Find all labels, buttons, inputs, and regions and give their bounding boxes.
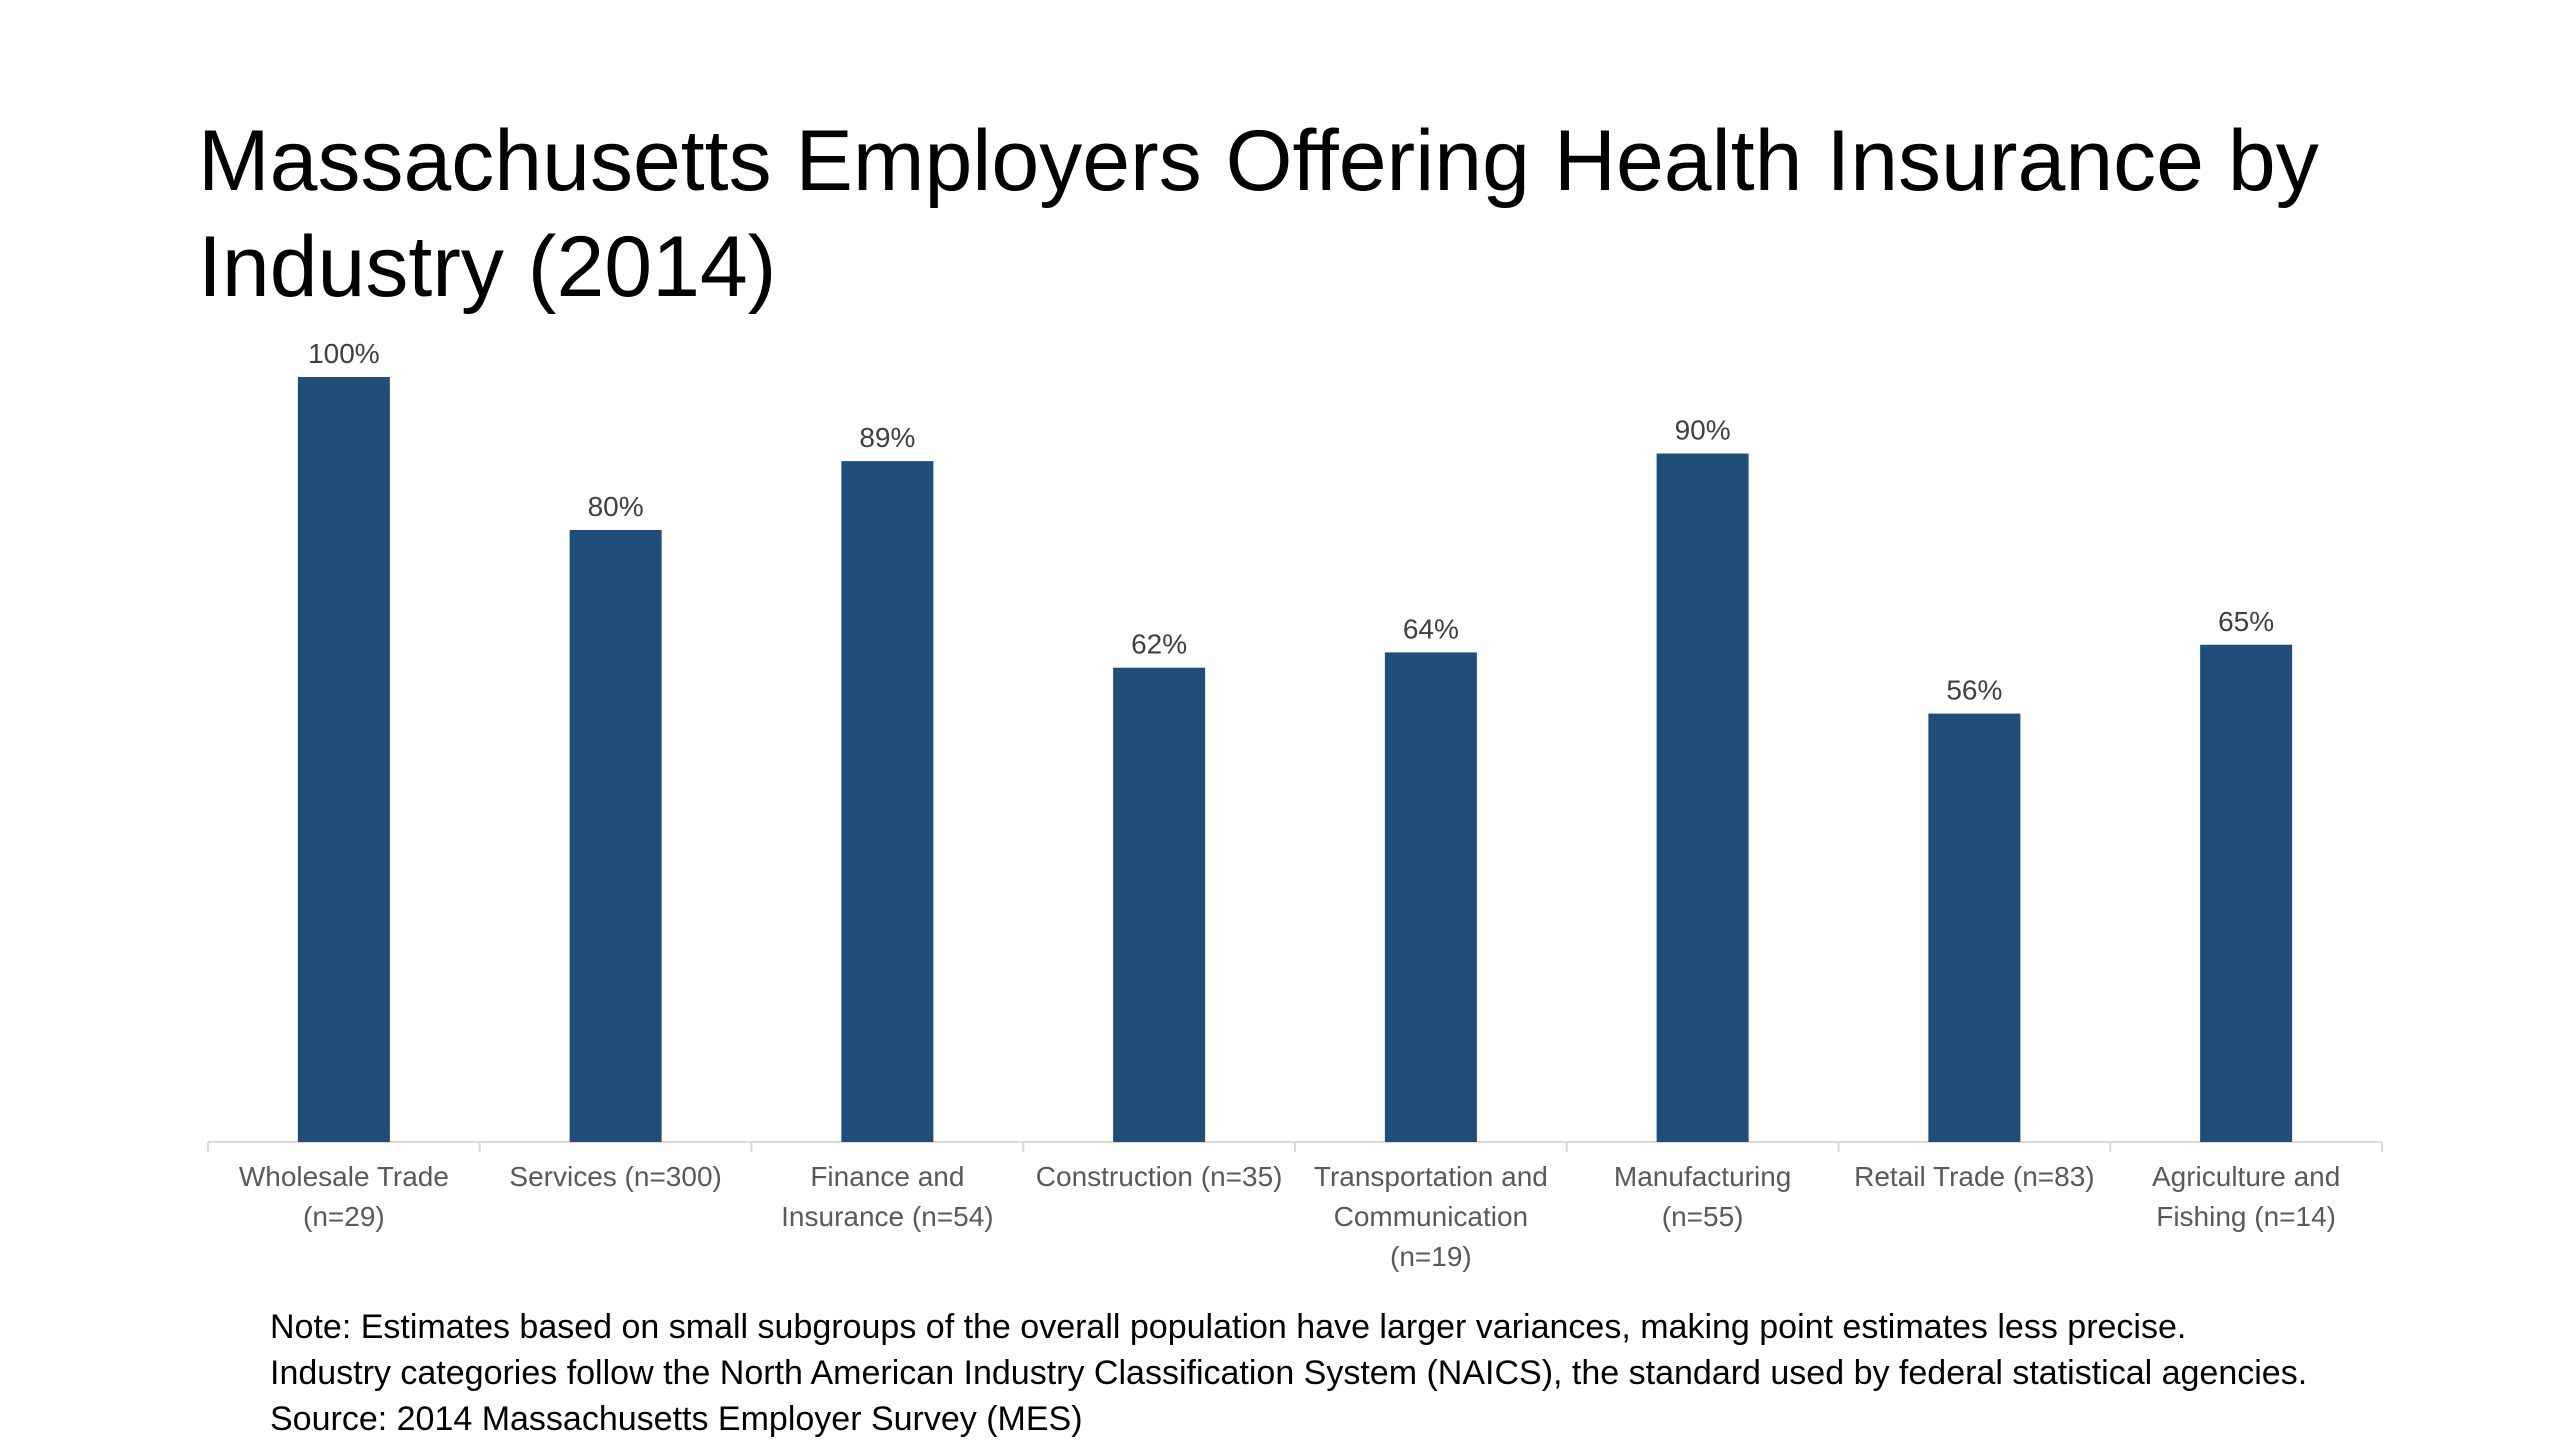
x-tick-label: Wholesale Trade <box>239 1161 449 1192</box>
x-tick-label: Services (n=300) <box>509 1161 721 1192</box>
note-variance: Note: Estimates based on small subgroups… <box>270 1308 2187 1346</box>
bar <box>1656 453 1749 1142</box>
chart-title: Massachusetts Employers Offering Health … <box>198 113 2319 315</box>
bar <box>1384 652 1477 1142</box>
bar <box>297 377 390 1142</box>
data-label: 56% <box>1946 675 2002 706</box>
bar <box>1928 713 2021 1142</box>
bar <box>569 530 662 1142</box>
data-label: 90% <box>1675 415 1731 446</box>
note-source: Source: 2014 Massachusetts Employer Surv… <box>270 1400 1083 1438</box>
x-tick-label: (n=55) <box>1662 1201 1744 1232</box>
bar <box>2200 644 2293 1142</box>
footnotes: Note: Estimates based on small subgroups… <box>270 1304 2470 1442</box>
bar <box>841 461 934 1142</box>
note-naics: Industry categories follow the North Ame… <box>270 1354 2308 1392</box>
data-label: 100% <box>308 338 380 369</box>
x-tick-label: Manufacturing <box>1614 1161 1791 1192</box>
x-tick-label: Construction (n=35) <box>1036 1161 1283 1192</box>
x-tick-label: Agriculture and <box>2152 1161 2340 1192</box>
x-tick-label: (n=19) <box>1390 1241 1472 1272</box>
x-tick-label: Fishing (n=14) <box>2156 1201 2336 1232</box>
data-label: 80% <box>588 491 644 522</box>
bar <box>1113 667 1206 1142</box>
x-tick-label: Finance and <box>810 1161 964 1192</box>
data-label: 64% <box>1403 613 1459 644</box>
x-tick-label: Transportation and <box>1314 1161 1548 1192</box>
data-label: 65% <box>2218 606 2274 637</box>
data-label: 89% <box>859 422 915 453</box>
x-tick-label: Insurance (n=54) <box>781 1201 993 1232</box>
x-tick-label: (n=29) <box>303 1201 385 1232</box>
data-label: 62% <box>1131 629 1187 660</box>
x-tick-label: Retail Trade (n=83) <box>1854 1161 2094 1192</box>
x-tick-label: Communication <box>1334 1201 1529 1232</box>
